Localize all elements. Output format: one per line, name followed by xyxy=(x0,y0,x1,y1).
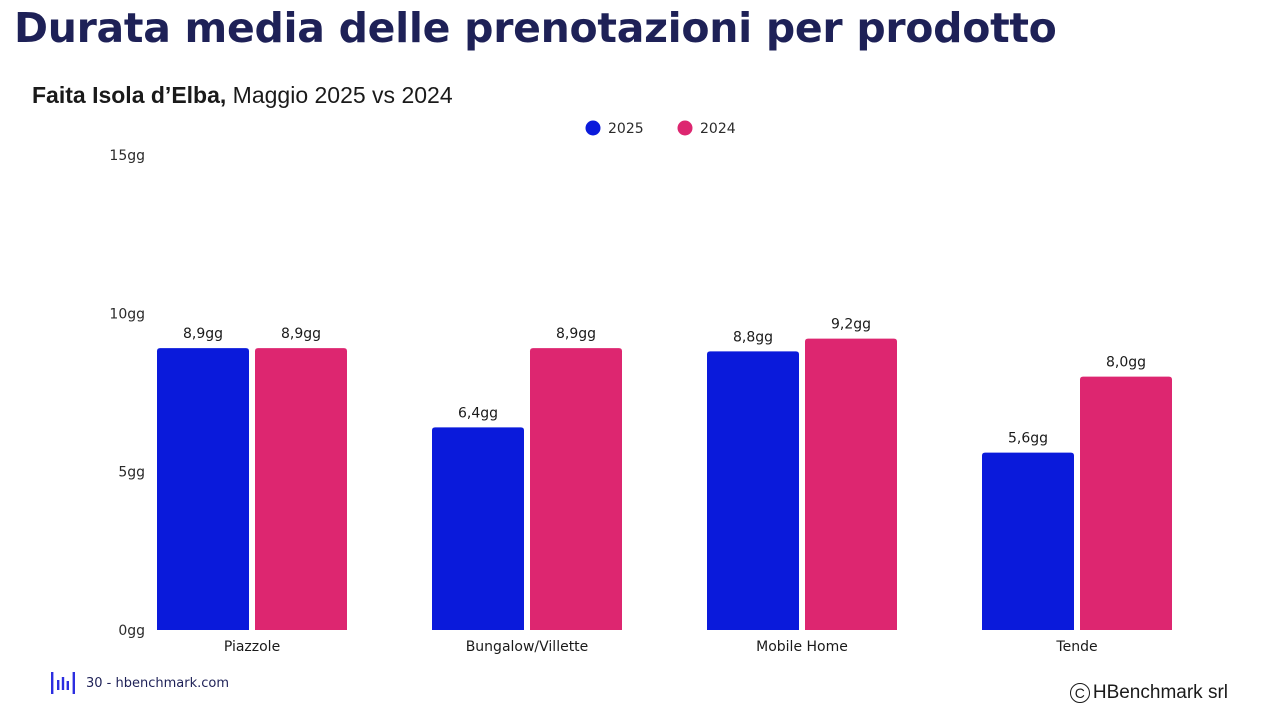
legend-label: 2024 xyxy=(700,121,736,137)
y-tick-label: 15gg xyxy=(109,148,145,164)
footer-page-text: 30 - hbenchmark.com xyxy=(86,675,230,691)
data-label: 8,9gg xyxy=(183,326,223,342)
legend-label: 2025 xyxy=(608,121,644,137)
footer: 30 - hbenchmark.com xyxy=(50,670,229,696)
bar xyxy=(530,348,622,630)
bar xyxy=(707,351,799,630)
y-tick-label: 0gg xyxy=(118,623,145,639)
subtitle-location: Faita Isola d’Elba, xyxy=(32,82,227,108)
y-tick-label: 10gg xyxy=(109,306,145,322)
chart-subtitle: Faita Isola d’Elba, Maggio 2025 vs 2024 xyxy=(32,82,453,109)
legend-marker xyxy=(677,120,693,136)
x-tick-label: Bungalow/Villette xyxy=(466,639,589,655)
data-label: 5,6gg xyxy=(1008,431,1048,447)
data-label: 9,2gg xyxy=(831,317,871,333)
page-title: Durata media delle prenotazioni per prod… xyxy=(14,4,1057,52)
legend-marker xyxy=(585,120,601,136)
copyright-icon: C xyxy=(1069,683,1090,703)
bar xyxy=(805,338,897,630)
bar xyxy=(255,348,347,630)
data-label: 8,0gg xyxy=(1106,355,1146,371)
x-tick-label: Tende xyxy=(1055,639,1097,655)
data-label: 8,8gg xyxy=(733,329,773,345)
y-tick-label: 5gg xyxy=(118,465,145,481)
subtitle-period: Maggio 2025 vs 2024 xyxy=(226,82,453,108)
bar xyxy=(1080,376,1172,630)
bar xyxy=(157,348,249,630)
data-label: 8,9gg xyxy=(556,326,596,342)
hbenchmark-logo-icon xyxy=(51,672,75,694)
bar xyxy=(432,427,524,630)
bar xyxy=(982,452,1074,630)
x-tick-label: Piazzole xyxy=(224,639,280,655)
copyright: C HBenchmark srl xyxy=(1069,682,1228,704)
copyright-text: HBenchmark srl xyxy=(1092,682,1228,703)
x-tick-label: Mobile Home xyxy=(756,639,848,655)
data-label: 8,9gg xyxy=(281,326,321,342)
data-label: 6,4gg xyxy=(458,405,498,421)
